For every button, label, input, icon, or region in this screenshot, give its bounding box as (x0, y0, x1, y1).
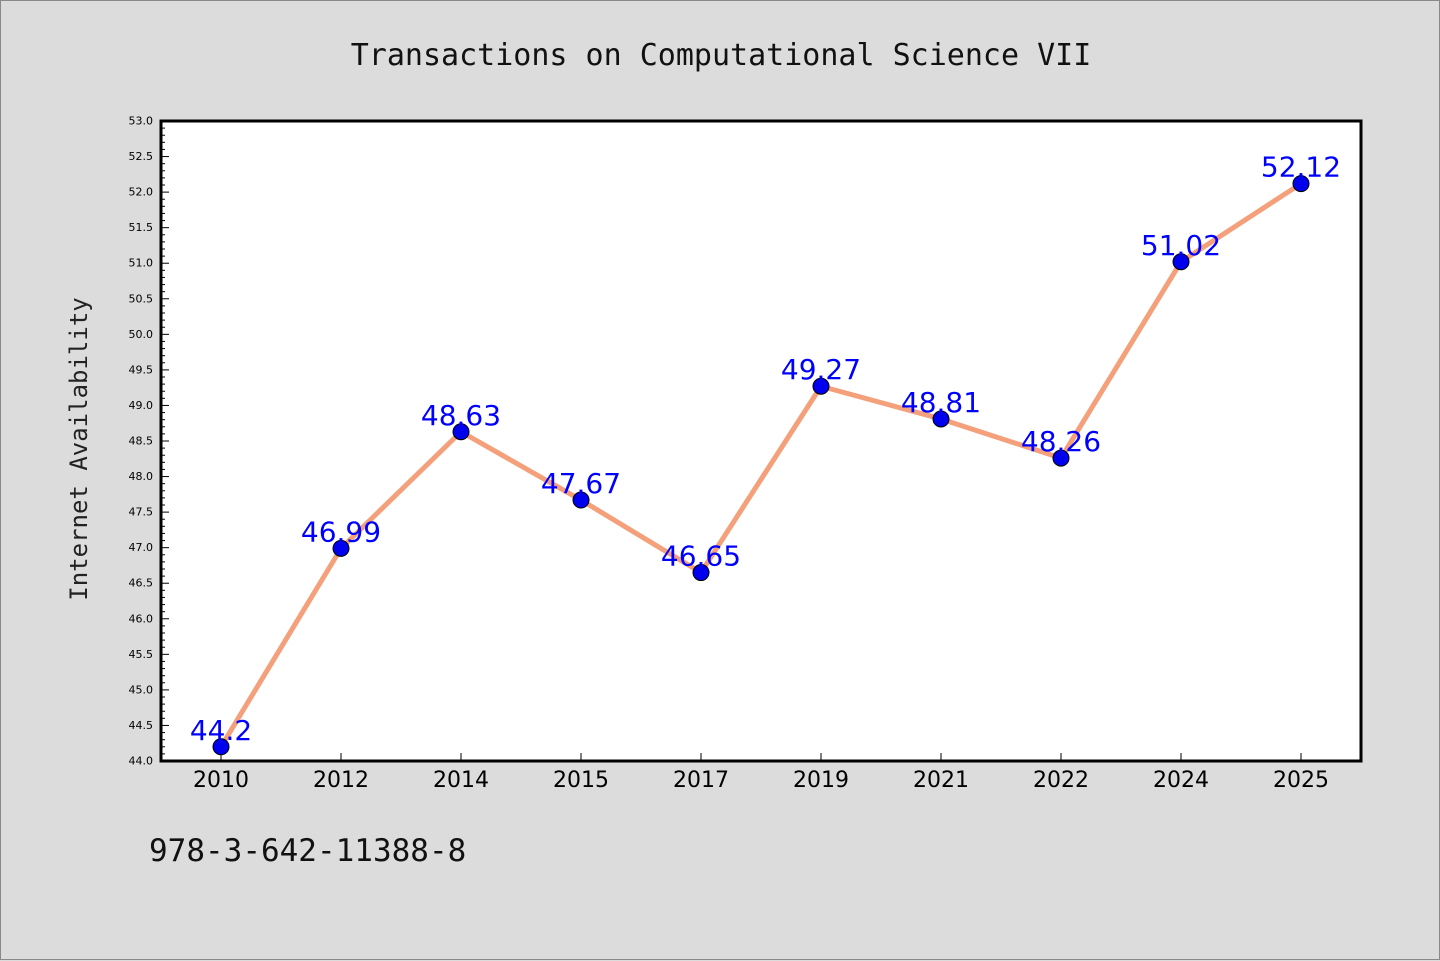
y-tick-label: 44.0 (129, 755, 154, 768)
y-tick-label: 50.5 (129, 292, 154, 305)
y-axis-label: Internet Availability (65, 297, 93, 600)
y-tick-label: 48.5 (129, 435, 154, 448)
y-tick-label: 45.0 (129, 683, 154, 696)
data-label: 46.65 (661, 540, 741, 573)
data-point (452, 423, 470, 441)
y-tick-label: 47.0 (129, 541, 154, 554)
data-label: 48.81 (901, 386, 981, 419)
series-line (218, 181, 1304, 750)
data-point (932, 410, 950, 428)
x-tick-label: 2015 (553, 768, 609, 793)
x-tick-label: 2017 (673, 768, 729, 793)
x-tick-label: 2025 (1273, 768, 1329, 793)
y-tick-label: 52.5 (129, 150, 154, 163)
plot-area (159, 119, 1363, 763)
y-tick-label: 51.5 (129, 221, 154, 234)
data-point (1292, 175, 1310, 193)
x-tick-label: 2022 (1033, 768, 1089, 793)
data-point (692, 564, 710, 582)
data-point (1052, 449, 1070, 467)
y-tick-label: 49.5 (129, 363, 154, 376)
y-tick-label: 45.5 (129, 648, 154, 661)
y-tick-label: 47.5 (129, 506, 154, 519)
data-label: 47.67 (541, 467, 621, 500)
y-tick-label: 51.0 (129, 257, 154, 270)
data-label: 51.02 (1141, 229, 1221, 262)
isbn-label: 978-3-642-11388-8 (149, 833, 467, 869)
y-tick-label: 49.0 (129, 399, 154, 412)
x-axis: 2010 2012 2014 2015 2017 2019 2021 2022 2024 2025 (193, 753, 1329, 793)
y-tick-label: 46.0 (129, 612, 154, 625)
data-point (812, 377, 830, 395)
y-tick-label: 50.0 (129, 328, 154, 341)
data-label: 52.12 (1261, 151, 1341, 184)
y-tick-label: 46.5 (129, 577, 154, 590)
data-point (212, 738, 230, 756)
y-tick-label: 52.0 (129, 186, 154, 199)
x-tick-label: 2024 (1153, 768, 1209, 793)
data-label: 49.27 (781, 353, 861, 386)
x-tick-label: 2012 (313, 768, 369, 793)
y-tick-label: 48.0 (129, 470, 154, 483)
x-tick-label: 2014 (433, 768, 489, 793)
x-tick-label: 2021 (913, 768, 969, 793)
y-axis: 44.0 44.5 45.0 45.5 46.0 46.5 47.0 47.5 48.0 48.5… (129, 115, 169, 768)
series-layer: 44.2 46.99 48.63 47.67 46.65 49.27 48.81 48.26 5… (190, 151, 1341, 756)
chart-title: Transactions on Computational Science VI… (351, 38, 1092, 73)
y-tick-label: 53.0 (129, 115, 154, 128)
y-tick-label: 44.5 (129, 719, 154, 732)
data-label: 48.26 (1021, 425, 1101, 458)
x-tick-label: 2019 (793, 768, 849, 793)
data-point (1172, 253, 1190, 271)
data-point (572, 491, 590, 509)
x-tick-label: 2010 (193, 768, 249, 793)
data-point (332, 539, 350, 557)
data-label: 44.2 (190, 714, 252, 747)
data-label: 48.63 (421, 399, 501, 432)
data-label: 46.99 (301, 515, 381, 548)
